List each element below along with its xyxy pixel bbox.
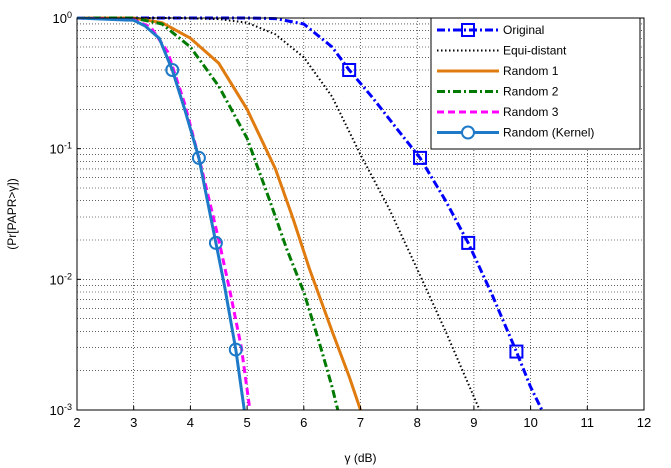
series-line-5 <box>76 16 246 411</box>
legend-label: Random 2 <box>503 85 559 99</box>
legend: Original Equi-distant Random 1 Random 2 Rand… <box>430 17 641 150</box>
marker-circle <box>228 342 243 357</box>
marker-square <box>509 344 524 359</box>
series-line-0 <box>77 16 544 411</box>
grid <box>77 18 644 410</box>
x-tick-label: 2 <box>73 415 80 430</box>
x-axis-label: γ (dB) <box>344 451 376 465</box>
y-axis-label: (Pr[PAPR>γ]) <box>5 178 19 249</box>
legend-marker-circle <box>461 125 475 140</box>
marker-circle <box>191 150 206 165</box>
legend-label: Random 1 <box>503 64 559 78</box>
x-tick-label: 7 <box>357 415 364 430</box>
legend-box <box>430 17 641 150</box>
marker-circle <box>208 235 223 250</box>
x-tick-label: 10 <box>523 415 537 430</box>
x-tick-label: 3 <box>130 415 137 430</box>
x-tick-label: 8 <box>414 415 421 430</box>
y-tick-label: 10-2 <box>50 271 72 287</box>
series-line-1 <box>77 17 481 411</box>
marker-square <box>342 62 357 77</box>
x-tick-label: 12 <box>637 415 651 430</box>
legend-marker-square <box>461 23 475 37</box>
marker-circle <box>165 62 180 77</box>
series-line-4 <box>76 16 252 411</box>
x-tick-label: 6 <box>300 415 307 430</box>
marker-square <box>461 235 476 250</box>
legend-label: Random 3 <box>503 105 559 119</box>
marker-square <box>413 150 428 165</box>
series-markers <box>165 62 524 359</box>
series-line-2 <box>77 16 362 411</box>
x-tick-label: 11 <box>581 415 595 430</box>
y-tick-label: 10-1 <box>50 141 72 157</box>
series-line-3 <box>77 16 340 411</box>
x-tick-label: 5 <box>243 415 250 430</box>
x-tick-label: 4 <box>187 415 194 430</box>
y-tick-label: 10-3 <box>50 402 72 418</box>
x-tick-label: 9 <box>470 415 477 430</box>
series-lines <box>76 16 544 411</box>
y-tick-label: 100 <box>53 10 72 26</box>
legend-label: Original <box>503 23 544 37</box>
legend-label: Random (Kernel) <box>503 126 594 140</box>
legend-label: Equi-distant <box>503 44 567 58</box>
y-tick-labels: 100 10-1 10-2 10-3 <box>50 10 81 418</box>
x-tick-labels: 2 3 4 5 6 7 8 9 10 11 12 <box>73 406 651 430</box>
